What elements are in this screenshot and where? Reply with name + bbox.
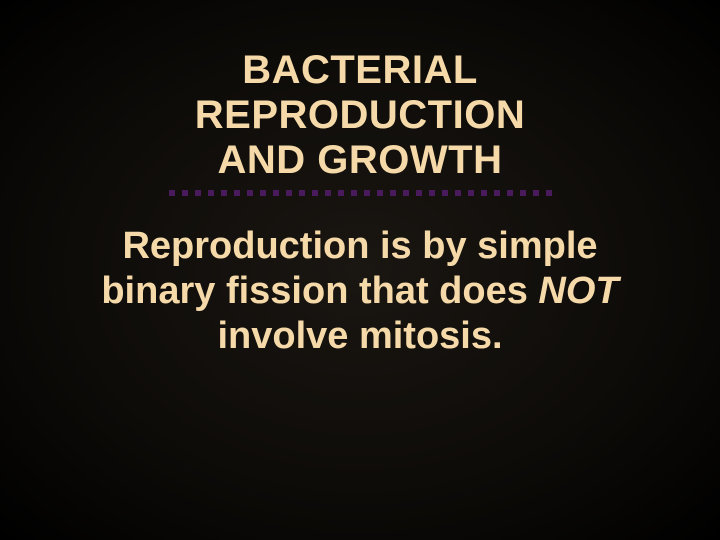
slide-title: BACTERIAL REPRODUCTION AND GROWTH — [195, 48, 525, 182]
divider-dot — [442, 190, 448, 196]
divider-dot — [312, 190, 318, 196]
divider-dot — [481, 190, 487, 196]
slide-body: Reproduction is by simple binary fission… — [80, 224, 640, 358]
divider-dot — [195, 190, 201, 196]
body-pre: Reproduction is by simple binary fission… — [101, 225, 597, 312]
divider-dot — [390, 190, 396, 196]
divider-dots — [169, 190, 552, 196]
divider-dot — [494, 190, 500, 196]
body-emphasis: NOT — [538, 270, 618, 312]
body-post: involve mitosis. — [217, 315, 502, 357]
divider-dot — [403, 190, 409, 196]
divider-dot — [338, 190, 344, 196]
divider-dot — [325, 190, 331, 196]
divider-dot — [247, 190, 253, 196]
divider-dot — [416, 190, 422, 196]
divider-dot — [520, 190, 526, 196]
divider-dot — [260, 190, 266, 196]
title-block: BACTERIAL REPRODUCTION AND GROWTH — [169, 48, 552, 224]
divider-dot — [169, 190, 175, 196]
divider-dot — [221, 190, 227, 196]
divider-dot — [429, 190, 435, 196]
title-line-1: BACTERIAL — [242, 48, 478, 92]
divider-dot — [182, 190, 188, 196]
divider-dot — [455, 190, 461, 196]
divider-dot — [364, 190, 370, 196]
divider-dot — [377, 190, 383, 196]
divider-dot — [351, 190, 357, 196]
title-line-3: AND GROWTH — [218, 138, 503, 182]
divider-dot — [286, 190, 292, 196]
divider-dot — [507, 190, 513, 196]
divider-dot — [546, 190, 552, 196]
title-line-2: REPRODUCTION — [195, 93, 525, 137]
divider-dot — [468, 190, 474, 196]
divider-dot — [533, 190, 539, 196]
divider-dot — [208, 190, 214, 196]
divider-dot — [299, 190, 305, 196]
divider-dot — [273, 190, 279, 196]
divider-dot — [234, 190, 240, 196]
